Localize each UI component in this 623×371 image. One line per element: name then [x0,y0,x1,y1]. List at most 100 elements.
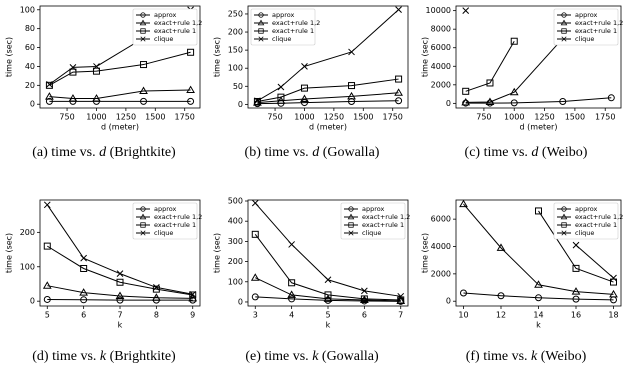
x-tick-label: 6 [81,311,86,320]
caption-part: (c) time vs. [465,145,528,160]
caption-part: (Brightkite) [110,145,176,160]
legend-box [132,8,198,46]
data-point [347,91,356,100]
plot-area [42,201,198,304]
series-line [465,97,612,104]
x-tick-label: 1500 [565,113,585,122]
legend-marker [561,230,567,236]
legend-label: exact+rule 1,2 [272,19,320,27]
y-tick-label: 400 [228,217,243,226]
data-point [254,97,261,105]
legend-marker [257,19,265,26]
plot-area [461,7,615,107]
data-point [300,99,308,107]
data-point [277,83,285,91]
series-line [465,40,515,92]
caption-part: (e) time vs. [245,349,308,364]
data-point [395,75,403,83]
y-axis-label: time (sec) [5,37,14,77]
data-point [324,291,332,299]
x-tick-label: 16 [571,311,581,320]
legend-label: clique [272,35,291,43]
data-point [287,290,297,298]
legend-label: exact+rule 1 [272,27,314,35]
data-point [115,291,125,300]
data-point [460,289,467,297]
data-point [43,201,51,209]
x-tick-label: 1250 [116,113,136,122]
legend-marker [140,230,146,236]
legend-label: exact+rule 1,2 [362,213,410,221]
data-point [116,278,124,286]
data-point [610,278,617,286]
caption-part: (d) time vs. [32,349,96,364]
data-point [361,287,368,295]
legend-box [340,202,406,240]
chart-panel: 0 2000 4000 6000 8000 10000 750 1000 1250 1500 175… [421,5,623,160]
legend-marker [561,12,567,18]
data-point [45,92,54,100]
data-point [300,84,308,92]
y-tick-label: 10000 [426,6,451,15]
y-tick-label: 4000 [431,242,451,251]
legend-marker [140,36,146,42]
caption-part: (b) time vs. [245,145,309,160]
y-tick-label: 60 [25,43,35,52]
legend-marker [561,222,567,228]
x-tick-label: 750 [476,113,491,122]
plot-area [253,6,403,108]
series-line [47,285,193,299]
legend-marker [560,19,568,26]
data-point [189,290,197,298]
series-line [538,210,614,283]
caption: (f) time vs. k (Weibo) [466,349,587,364]
legend-marker [348,206,354,212]
caption: (a) time vs. d (Brightkite) [32,145,176,160]
data-point [288,295,296,303]
data-point [360,295,368,303]
data-point [80,264,88,272]
series-line [465,38,564,103]
data-point [187,48,195,56]
series-line [255,296,401,302]
caption-part: k [312,349,319,364]
legend-label: clique [575,229,594,237]
x-tick-label: 1500 [145,113,165,122]
data-point [461,97,471,106]
x-tick-label: 1250 [534,113,554,122]
plot-area [250,200,406,305]
data-point [485,97,495,105]
plot-frame [247,5,409,109]
y-tick-label: 4000 [431,62,451,71]
data-point [288,241,295,248]
legend-marker [258,36,264,42]
plot-area [459,200,618,304]
data-point [395,97,403,105]
data-point [609,289,618,298]
data-point [251,200,259,207]
y-tick-label: 6000 [431,43,451,52]
data-point [509,87,519,96]
caption-part: d [312,145,320,160]
data-point [462,99,470,107]
legend-marker [140,12,146,18]
x-tick-label: 1750 [595,113,615,122]
x-tick-label: 1750 [383,113,403,122]
legend-label: clique [362,229,381,237]
data-point [80,296,88,304]
x-tick-label: 8 [154,311,159,320]
data-point [510,37,518,45]
caption-part: k [100,349,107,364]
x-tick-label: 3 [253,311,258,320]
caption-part: (Gowalla) [323,145,380,160]
y-tick-label: 300 [228,237,243,246]
data-point [43,242,51,250]
data-point [140,61,148,69]
data-point [462,87,470,95]
legend-marker [348,230,354,236]
y-tick-label: 0 [30,100,35,109]
y-tick-label: 0 [446,99,451,108]
x-axis-label: d (meter) [101,123,139,132]
